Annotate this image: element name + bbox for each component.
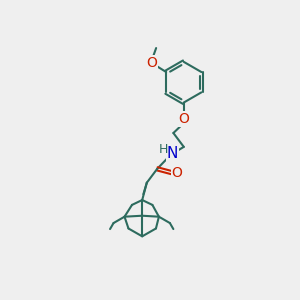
Text: O: O [178, 112, 189, 126]
Text: H: H [159, 143, 168, 156]
Text: N: N [167, 146, 178, 161]
Text: O: O [172, 166, 182, 180]
Text: O: O [147, 56, 158, 70]
